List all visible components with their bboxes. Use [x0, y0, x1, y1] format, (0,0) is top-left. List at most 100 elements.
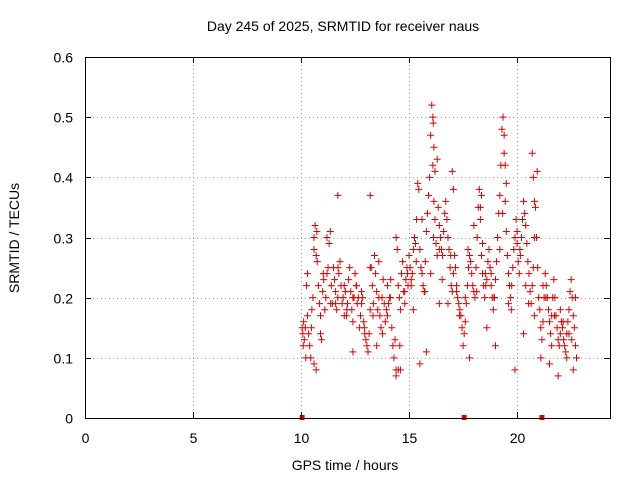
data-point [319, 288, 327, 296]
data-point [326, 227, 334, 235]
y-tick-label: 0.2 [54, 291, 74, 307]
data-point [569, 312, 577, 320]
data-point [538, 336, 546, 344]
data-point [321, 306, 329, 314]
data-point [464, 264, 472, 272]
data-point [405, 252, 413, 260]
data-point [444, 234, 452, 241]
data-point [422, 227, 430, 235]
data-point [307, 324, 315, 332]
data-point [435, 246, 443, 254]
data-point [523, 240, 531, 248]
data-point [360, 324, 368, 332]
data-point [302, 282, 310, 290]
data-point [393, 246, 401, 254]
data-point [516, 252, 524, 260]
data-point [347, 288, 355, 296]
data-point [456, 306, 464, 314]
data-point [571, 342, 579, 350]
data-point [340, 282, 348, 290]
data-point [430, 143, 438, 151]
data-point [469, 282, 477, 290]
data-point [313, 258, 321, 266]
data-point [529, 173, 537, 181]
data-point [374, 306, 382, 314]
data-point [363, 342, 371, 350]
y-axis-label: SRMTID / TECUs [6, 183, 22, 293]
data-point [375, 258, 383, 266]
data-point [401, 288, 409, 296]
data-point [519, 215, 526, 223]
data-point [455, 300, 463, 308]
data-point [421, 288, 429, 296]
data-point [458, 324, 466, 332]
x-tick-label: 15 [402, 430, 418, 446]
data-point [394, 282, 402, 290]
data-point [389, 342, 397, 350]
data-point [499, 113, 507, 121]
data-point [429, 113, 437, 121]
data-point [539, 318, 547, 326]
data-point [461, 318, 469, 326]
data-point [541, 270, 549, 278]
data-point [432, 240, 440, 248]
data-point [530, 197, 538, 205]
data-point [386, 294, 394, 302]
data-point [563, 354, 571, 362]
data-point [533, 167, 541, 175]
data-point [500, 131, 508, 139]
data-point [481, 294, 489, 302]
data-point [345, 276, 353, 284]
data-point [302, 354, 310, 362]
data-point [304, 312, 312, 320]
data-point [325, 240, 333, 248]
data-point [494, 234, 502, 241]
data-point [565, 330, 573, 338]
data-point [364, 348, 372, 356]
data-point [404, 270, 412, 278]
data-point [565, 306, 573, 314]
data-point [358, 300, 366, 308]
data-point [570, 324, 578, 332]
data-point [534, 264, 542, 272]
data-point [531, 203, 539, 211]
data-point [517, 234, 525, 241]
data-point [520, 330, 528, 338]
y-tick-label: 0.5 [54, 110, 74, 126]
data-point [486, 264, 494, 272]
data-point [392, 234, 400, 241]
data-point [392, 372, 400, 380]
data-point [528, 282, 536, 290]
data-point [395, 294, 403, 302]
data-point [412, 258, 420, 266]
y-tick-label: 0.4 [54, 170, 74, 186]
data-point [558, 324, 566, 332]
data-point [414, 179, 422, 187]
data-point [539, 282, 547, 290]
axis-ticks [85, 57, 610, 419]
data-point [551, 294, 559, 302]
data-point [573, 354, 581, 362]
data-point [422, 348, 430, 356]
data-point [477, 252, 485, 260]
data-point [507, 306, 515, 314]
data-point [428, 101, 436, 109]
data-point [468, 270, 476, 278]
data-point [453, 282, 461, 290]
data-point [314, 282, 322, 290]
data-point [423, 209, 431, 217]
data-point [504, 270, 512, 278]
data-point [369, 312, 377, 320]
data-point [496, 191, 504, 199]
data-point [316, 312, 324, 320]
data-point [391, 336, 399, 344]
data-point [491, 276, 499, 284]
x-axis-label: GPS time / hours [292, 457, 399, 473]
data-point [550, 276, 558, 284]
data-point [390, 354, 398, 362]
data-point [455, 312, 463, 320]
data-point [343, 306, 351, 314]
data-point [559, 318, 567, 326]
data-point [502, 227, 510, 235]
data-point [433, 155, 441, 163]
